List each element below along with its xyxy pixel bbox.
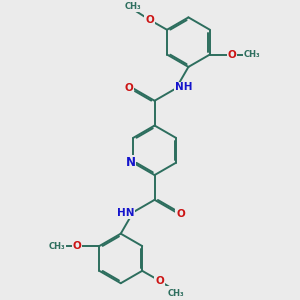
Text: O: O [176,209,185,219]
Text: CH₃: CH₃ [125,2,142,11]
Text: O: O [73,241,81,251]
Text: HN: HN [117,208,134,218]
Text: O: O [145,15,154,25]
Text: CH₃: CH₃ [49,242,65,250]
Text: CH₃: CH₃ [244,50,261,59]
Text: O: O [155,276,164,286]
Text: NH: NH [175,82,192,92]
Text: N: N [125,156,135,169]
Text: O: O [124,83,133,93]
Text: O: O [228,50,236,59]
Text: CH₃: CH₃ [168,290,184,298]
